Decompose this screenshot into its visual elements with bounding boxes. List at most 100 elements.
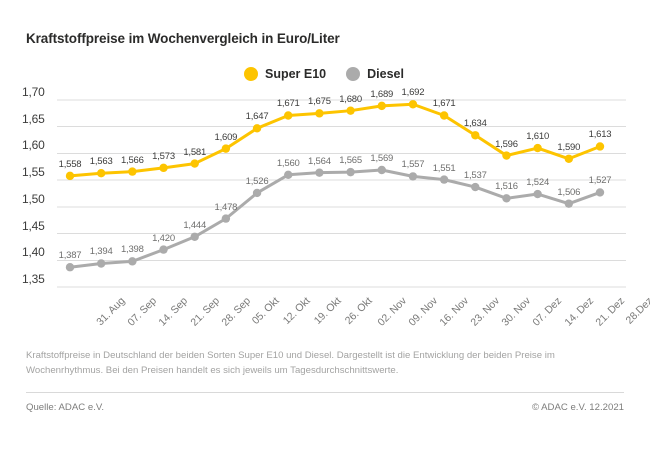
data-point[interactable] xyxy=(439,175,449,184)
legend-label-super-e10: Super E10 xyxy=(265,67,327,81)
data-point[interactable] xyxy=(190,159,199,168)
chart-title: Kraftstoffpreise im Wochenvergleich in E… xyxy=(26,31,340,46)
data-point[interactable] xyxy=(96,168,106,178)
data-point[interactable] xyxy=(533,189,542,199)
gridlines xyxy=(57,99,626,288)
data-point-label: 1,689 xyxy=(370,88,394,100)
data-point-label: 1,675 xyxy=(308,96,331,108)
data-point[interactable] xyxy=(190,232,199,241)
data-point[interactable] xyxy=(471,182,480,192)
y-axis-tick-label: 1,70 xyxy=(22,85,45,99)
data-point[interactable] xyxy=(128,167,137,176)
data-point-label: 1,478 xyxy=(214,201,238,213)
data-point[interactable] xyxy=(408,100,418,109)
series-line-diesel xyxy=(68,168,602,269)
data-point[interactable] xyxy=(439,111,449,120)
data-point[interactable] xyxy=(65,263,75,272)
data-point-label: 1,610 xyxy=(526,131,550,143)
data-point-label: 1,563 xyxy=(89,156,113,168)
data-point[interactable] xyxy=(502,151,511,160)
legend-item-diesel[interactable]: Diesel xyxy=(346,67,404,81)
x-axis-tick-label: 09. Nov xyxy=(406,295,440,329)
chart-legend: Super E10 Diesel xyxy=(244,64,404,84)
data-point-label: 1,671 xyxy=(276,98,300,110)
data-point[interactable] xyxy=(408,172,418,181)
data-point[interactable] xyxy=(315,109,324,118)
data-point[interactable] xyxy=(159,245,168,254)
x-axis-tick-label: 28. Sep xyxy=(219,295,253,329)
x-axis-tick-label: 30. Nov xyxy=(499,295,534,329)
y-axis-tick-label: 1,55 xyxy=(22,165,45,180)
data-point-label: 1,581 xyxy=(183,146,207,158)
data-point-label: 1,394 xyxy=(89,246,113,258)
data-point[interactable] xyxy=(502,194,511,203)
data-point[interactable] xyxy=(564,199,574,208)
series-lines xyxy=(68,102,602,269)
series-line-super-e10 xyxy=(68,102,602,178)
data-point-label: 1,590 xyxy=(557,141,581,153)
x-axis-tick-label: 21. Sep xyxy=(187,295,222,329)
data-point-label: 1,551 xyxy=(432,162,456,174)
data-point[interactable] xyxy=(65,171,75,181)
data-point[interactable] xyxy=(96,259,106,268)
data-point[interactable] xyxy=(315,168,324,177)
x-axis-tick-label: 23. Nov xyxy=(468,295,503,329)
x-axis-tick-label: 02. Nov xyxy=(374,295,409,329)
data-point-label: 1,564 xyxy=(308,155,331,167)
data-point[interactable] xyxy=(284,170,293,179)
data-point-label: 1,609 xyxy=(214,131,238,143)
data-point[interactable] xyxy=(595,142,605,151)
y-axis-tick-label: 1,60 xyxy=(22,138,45,153)
x-axis-tick-label: 07. Dez xyxy=(530,295,565,329)
data-point[interactable] xyxy=(252,124,262,133)
data-point-label: 1,613 xyxy=(588,129,612,141)
data-point-label: 1,569 xyxy=(370,152,394,164)
footer-divider xyxy=(26,392,624,393)
data-point[interactable] xyxy=(471,131,480,140)
data-point[interactable] xyxy=(252,188,262,198)
data-point-label: 1,573 xyxy=(152,150,175,162)
x-axis-tick-label: 14. Dez xyxy=(562,295,596,329)
y-axis-tick-label: 1,40 xyxy=(22,245,45,260)
data-point[interactable] xyxy=(284,111,293,120)
data-point[interactable] xyxy=(377,165,386,175)
data-point[interactable] xyxy=(533,143,542,153)
data-point-label: 1,398 xyxy=(120,244,144,256)
data-point[interactable] xyxy=(346,106,355,115)
series-points xyxy=(65,100,605,272)
plot-area: 1,70 1,65 1,60 1,55 1,50 1,45 1,40 1,35 31. Aug… xyxy=(22,85,650,329)
data-point[interactable] xyxy=(564,154,574,163)
data-point-label: 1,647 xyxy=(245,111,269,123)
x-axis-tick-label: 14. Sep xyxy=(156,295,191,329)
data-point-label: 1,516 xyxy=(495,181,518,193)
data-point[interactable] xyxy=(159,163,168,173)
legend-label-diesel: Diesel xyxy=(367,67,404,81)
x-axis-tick-label: 16. Nov xyxy=(437,295,471,329)
data-point[interactable] xyxy=(128,257,137,266)
y-axis-tick-label: 1,65 xyxy=(22,111,45,126)
data-point-label: 1,560 xyxy=(276,157,300,169)
data-point-label: 1,524 xyxy=(526,177,550,189)
data-point[interactable] xyxy=(346,167,355,177)
data-point[interactable] xyxy=(595,188,605,197)
copyright-text: © ADAC e.V. 12.2021 xyxy=(531,402,624,413)
data-point[interactable] xyxy=(221,214,231,223)
data-point-label: 1,420 xyxy=(152,232,175,244)
data-point-label: 1,596 xyxy=(495,138,518,150)
legend-swatch-super-e10-icon xyxy=(244,67,258,81)
data-point-label: 1,537 xyxy=(463,170,487,182)
legend-item-super-e10[interactable]: Super E10 xyxy=(244,67,326,81)
y-axis-tick-label: 1,35 xyxy=(22,272,45,286)
data-point[interactable] xyxy=(377,101,386,111)
data-point[interactable] xyxy=(221,144,231,153)
data-point-label: 1,692 xyxy=(401,87,425,99)
data-point-label: 1,527 xyxy=(588,175,612,187)
data-point-label: 1,565 xyxy=(339,155,362,167)
data-point-label: 1,444 xyxy=(183,219,207,231)
y-axis-tick-label: 1,50 xyxy=(22,191,45,206)
source-text: Quelle: ADAC e.V. xyxy=(26,402,105,413)
data-point-label: 1,680 xyxy=(339,93,362,105)
legend-swatch-diesel-icon xyxy=(346,67,361,81)
data-point-label: 1,558 xyxy=(58,158,82,170)
data-point-label: 1,557 xyxy=(401,159,425,171)
